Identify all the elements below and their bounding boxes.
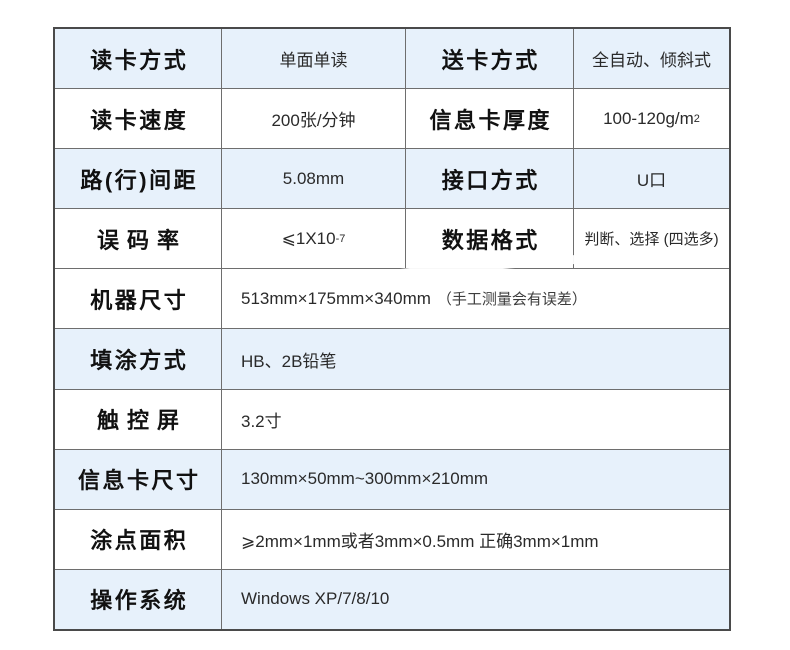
spec-value: 3.2寸 (241, 411, 282, 431)
value-main: ⩽1X10 (281, 228, 336, 248)
spec-value: 5.08mm (222, 149, 406, 209)
spec-value: 单面单读 (222, 29, 406, 89)
table-row-mark-area: 涂点面积 ⩾2mm×1mm或者3mm×0.5mm 正确3mm×1mm (55, 509, 729, 570)
spec-label: 读卡速度 (55, 89, 222, 149)
spec-label: 信息卡厚度 (406, 89, 574, 149)
spec-value: ⩾2mm×1mm或者3mm×0.5mm 正确3mm×1mm (241, 531, 599, 551)
table-row-card-speed: 读卡速度 200张/分钟 信息卡厚度 100-120g/m 2 (55, 89, 729, 150)
spec-label: 数据格式 (406, 209, 574, 269)
table-row-card-reading: 读卡方式 单面单读 送卡方式 全自动、倾斜式 (55, 29, 729, 90)
value-main: 100-120g/m (603, 108, 694, 128)
spec-label: 路(行)间距 (55, 149, 222, 209)
value-note: （手工测量会有误差） (436, 291, 587, 309)
value-main: 513mm×175mm×340mm (241, 288, 431, 308)
table-row-operating-system: 操作系统 Windows XP/7/8/10 (55, 569, 729, 629)
spec-label: 操作系统 (55, 569, 222, 629)
table-row-card-size: 信息卡尺寸 130mm×50mm~300mm×210mm (55, 449, 729, 510)
spec-value: 513mm×175mm×340mm （手工测量会有误差） (222, 269, 729, 328)
spec-value: 全自动、倾斜式 (592, 51, 711, 71)
spec-label: 机器尺寸 (55, 269, 222, 329)
spec-label: 送卡方式 (406, 29, 574, 89)
table-row-error-rate: 误码率 ⩽1X10 -7 数据格式 判断、选择 (四选多) (55, 209, 729, 270)
spec-label: 触控屏 (55, 389, 222, 449)
spec-value: U口 (636, 171, 667, 191)
spec-value: 判断、选择 (四选多) (584, 231, 719, 249)
spec-label: 接口方式 (406, 149, 574, 209)
spec-table: 读卡方式 单面单读 送卡方式 全自动、倾斜式 读卡速度 200张/分钟 信息卡厚… (53, 27, 731, 631)
spec-value: ⩽1X10 -7 (222, 209, 406, 269)
table-row-touch-screen: 触控屏 3.2寸 (55, 389, 729, 450)
table-row-machine-size: 机器尺寸 513mm×175mm×340mm （手工测量会有误差） (55, 269, 729, 330)
spec-value: HB、2B铅笔 (241, 351, 337, 371)
spec-value: 100-120g/m 2 (603, 108, 700, 128)
spec-value: 200张/分钟 (222, 89, 406, 149)
spec-label: 读卡方式 (55, 29, 222, 89)
spec-value: 130mm×50mm~300mm×210mm (241, 469, 489, 489)
spec-label: 涂点面积 (55, 509, 222, 569)
spec-label: 误码率 (55, 209, 222, 269)
table-row-track-spacing: 路(行)间距 5.08mm 接口方式 U口 (55, 149, 729, 210)
spec-label: 信息卡尺寸 (55, 449, 222, 509)
table-row-fill-method: 填涂方式 HB、2B铅笔 (55, 329, 729, 390)
spec-value: Windows XP/7/8/10 (241, 589, 390, 609)
spec-label: 填涂方式 (55, 329, 222, 389)
